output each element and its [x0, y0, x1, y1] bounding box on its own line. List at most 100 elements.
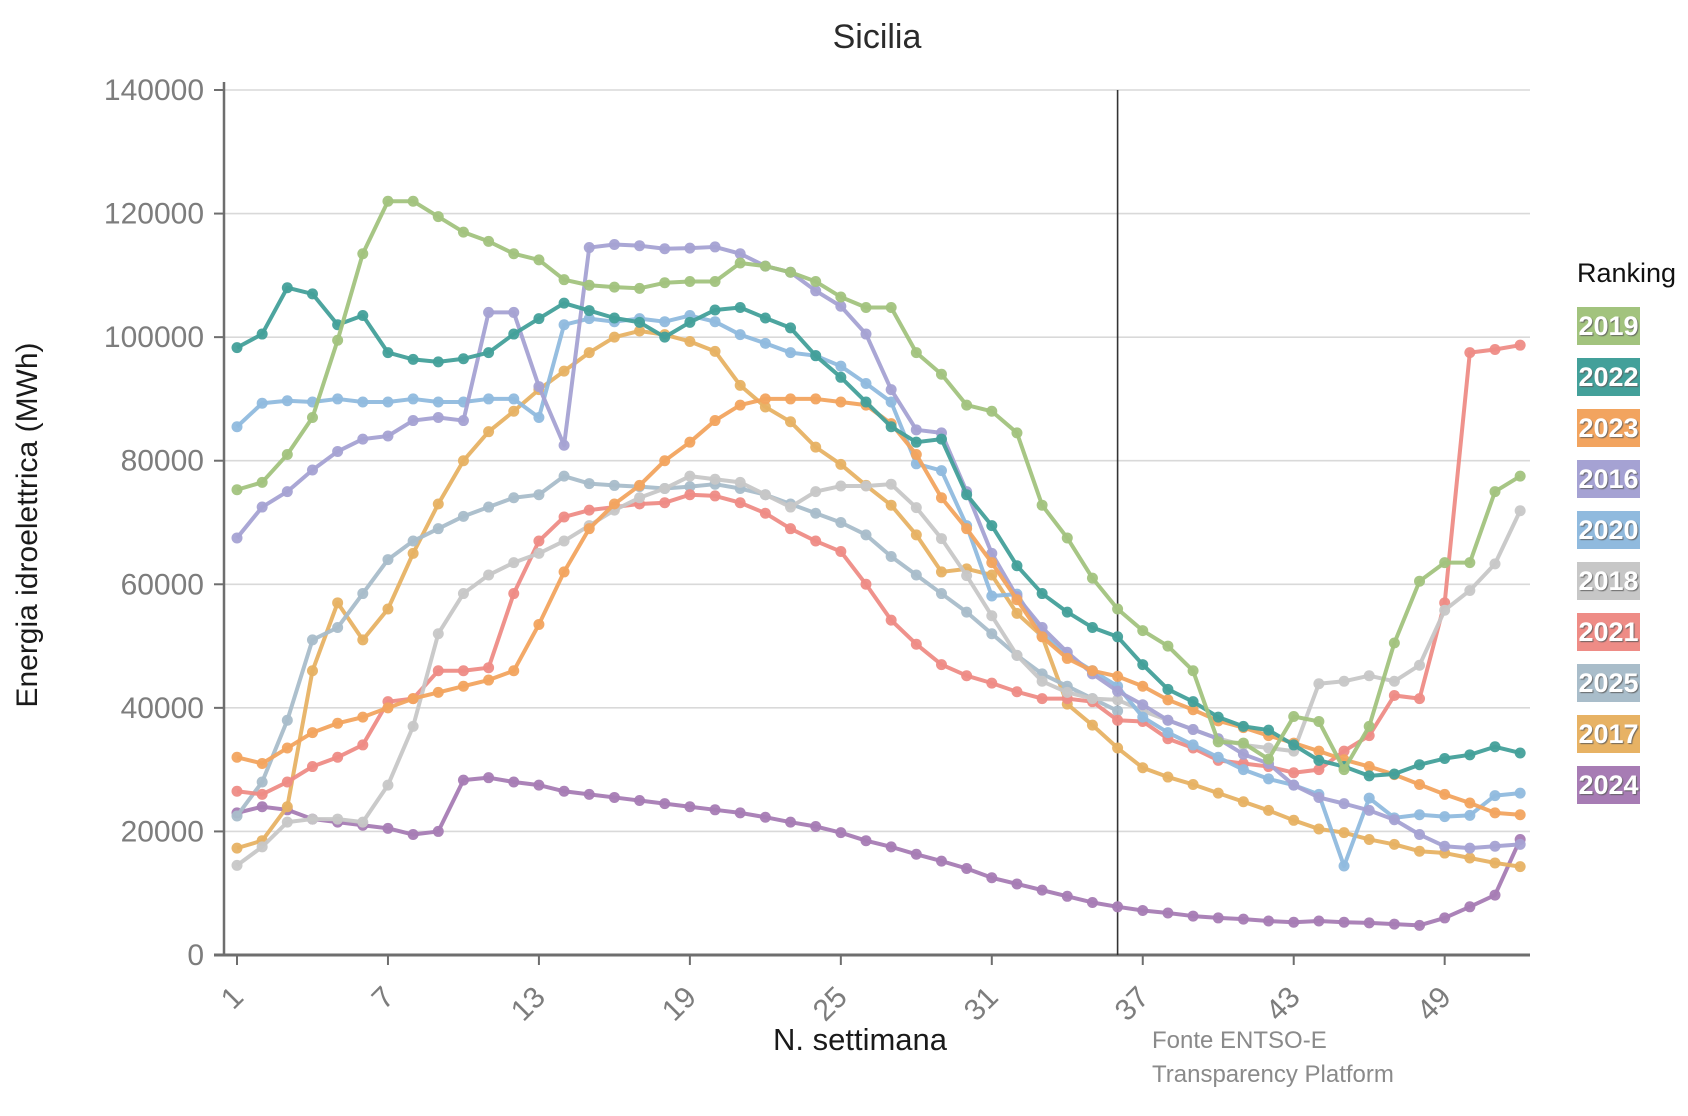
series-point-2016 — [1137, 699, 1149, 711]
series-point-2024 — [1137, 905, 1149, 917]
series-point-2017 — [1263, 804, 1275, 816]
series-point-2023 — [1514, 809, 1526, 821]
legend-item-2018: 2018 — [1577, 562, 1640, 600]
series-point-2025 — [558, 470, 570, 482]
series-point-2020 — [281, 395, 293, 407]
series-point-2025 — [860, 529, 872, 541]
series-point-2019 — [1439, 557, 1451, 569]
series-point-2018 — [256, 841, 268, 853]
series-point-2021 — [1112, 714, 1124, 726]
series-point-2022 — [910, 436, 922, 448]
series-point-2024 — [1263, 915, 1275, 927]
series-point-2022 — [1011, 560, 1023, 572]
legend-item-2023: 2023 — [1577, 409, 1640, 447]
series-point-2025 — [935, 588, 947, 600]
series-point-2021 — [659, 497, 671, 509]
series-point-2021 — [508, 588, 520, 600]
series-point-2023 — [281, 742, 293, 754]
series-point-2023 — [961, 523, 973, 535]
x-tick-label: 19 — [656, 981, 703, 1028]
series-point-2025 — [835, 517, 847, 528]
y-tick-label: 20000 — [121, 815, 204, 848]
series-point-2017 — [1112, 742, 1124, 754]
y-tick-label: 80000 — [121, 445, 204, 478]
series-point-2018 — [407, 720, 419, 732]
series-point-2023 — [583, 523, 595, 535]
series-point-2020 — [709, 316, 721, 328]
series-line-2022 — [236, 285, 1521, 778]
series-point-2021 — [885, 614, 897, 626]
series-point-2017 — [583, 347, 595, 359]
series-point-2021 — [357, 739, 369, 751]
chart-title: Sicilia — [832, 18, 922, 56]
series-point-2017 — [508, 405, 520, 417]
series-point-2024 — [1288, 916, 1300, 928]
series-point-2020 — [1414, 809, 1426, 821]
series-point-2023 — [759, 393, 771, 405]
series-point-2017 — [910, 529, 922, 541]
series-point-2017 — [1288, 814, 1300, 826]
series-point-2019 — [256, 476, 268, 488]
series-point-2019 — [457, 226, 469, 238]
series-point-2022 — [583, 305, 595, 317]
series-point-2021 — [835, 546, 847, 558]
series-point-2016 — [1162, 714, 1174, 726]
x-axis-label: N. settimana — [772, 1022, 947, 1057]
series-point-2018 — [357, 816, 369, 828]
series-point-2024 — [1439, 912, 1451, 924]
x-tick-label: 31 — [958, 981, 1005, 1028]
x-tick-label: 7 — [366, 981, 401, 1016]
series-point-2017 — [332, 597, 344, 609]
series-point-2023 — [785, 393, 797, 405]
series-point-2022 — [1464, 749, 1476, 761]
series-point-2017 — [231, 842, 243, 854]
series-point-2022 — [734, 301, 746, 313]
series-point-2016 — [382, 430, 394, 442]
series-point-2020 — [1439, 811, 1451, 823]
series-point-2020 — [1162, 727, 1174, 739]
series-point-2023 — [910, 449, 922, 461]
series-point-2017 — [457, 455, 469, 467]
series-point-2023 — [1414, 778, 1426, 790]
series-point-2020 — [1464, 809, 1476, 821]
series-point-2021 — [810, 535, 822, 547]
series-point-2017 — [734, 379, 746, 391]
series-point-2025 — [885, 550, 897, 562]
series-point-2019 — [1162, 640, 1174, 652]
series-point-2023 — [558, 566, 570, 578]
series-point-2016 — [231, 532, 243, 544]
series-point-2023 — [709, 415, 721, 427]
series-point-2022 — [1263, 724, 1275, 736]
series-point-2019 — [1112, 603, 1124, 615]
series-point-2022 — [1086, 622, 1098, 634]
series-point-2017 — [1011, 607, 1023, 619]
series-point-2023 — [332, 717, 344, 729]
series-point-2020 — [382, 396, 394, 408]
y-tick-label: 120000 — [104, 198, 204, 231]
series-point-2017 — [1086, 719, 1098, 731]
series-point-2017 — [306, 665, 318, 677]
legend-items: 2019 2022 2023 2016 2020 2018 2021 2025 2017 2024 — [1561, 307, 1681, 804]
series-point-2022 — [1162, 683, 1174, 695]
series-point-2024 — [508, 776, 520, 788]
series-point-2018 — [1112, 694, 1124, 706]
series-point-2022 — [634, 316, 646, 328]
series-point-2018 — [1338, 675, 1350, 687]
series-point-2016 — [432, 411, 444, 423]
series-point-2016 — [1489, 840, 1501, 852]
series-point-2021 — [533, 535, 545, 547]
series-point-2022 — [608, 312, 620, 324]
series-point-2019 — [1514, 470, 1526, 482]
series-point-2019 — [508, 248, 520, 260]
series-point-2024 — [1338, 916, 1350, 928]
series-point-2020 — [558, 319, 570, 331]
series-point-2017 — [1338, 827, 1350, 839]
series-point-2024 — [407, 829, 419, 841]
series-point-2022 — [1288, 739, 1300, 751]
series-point-2017 — [1489, 857, 1501, 869]
series-point-2016 — [1313, 791, 1325, 803]
series-point-2025 — [483, 501, 495, 513]
series-point-2023 — [659, 455, 671, 467]
source-line-1: Fonte ENTSO-E — [1152, 1027, 1327, 1054]
series-point-2024 — [810, 820, 822, 832]
